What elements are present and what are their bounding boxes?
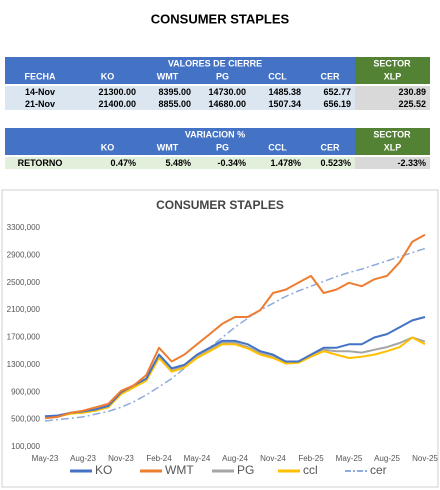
cell: 1507.34 bbox=[268, 99, 301, 109]
cell: -0.34% bbox=[217, 158, 246, 168]
column-header: WMT bbox=[157, 71, 179, 81]
group-header: VARIACION % bbox=[185, 129, 245, 139]
x-tick-label: Aug-23 bbox=[70, 454, 96, 463]
sector-band bbox=[355, 57, 430, 84]
cell: 0.47% bbox=[110, 158, 136, 168]
series-line bbox=[44, 336, 426, 419]
sector-cell bbox=[355, 86, 430, 98]
cell: 230.89 bbox=[398, 87, 426, 97]
series-line bbox=[44, 247, 426, 422]
y-tick-label: 900,000 bbox=[11, 387, 40, 396]
cell: RETORNO bbox=[18, 158, 63, 168]
cell: 14-Nov bbox=[25, 87, 55, 97]
cell: 21300.00 bbox=[98, 87, 136, 97]
sector-cell bbox=[355, 157, 430, 169]
header-band bbox=[5, 128, 355, 155]
y-tick-label: 1300,000 bbox=[7, 360, 41, 369]
y-tick-label: 1700,000 bbox=[7, 333, 41, 342]
cell: 0.523% bbox=[320, 158, 351, 168]
row-band bbox=[5, 86, 355, 98]
column-header: KO bbox=[101, 71, 115, 81]
x-tick-label: Feb-24 bbox=[146, 454, 172, 463]
cell: 21400.00 bbox=[98, 99, 136, 109]
legend-label: KO bbox=[95, 463, 112, 477]
column-header: WMT bbox=[157, 142, 179, 152]
cell: 8855.00 bbox=[158, 99, 191, 109]
cell: 1485.38 bbox=[268, 87, 301, 97]
column-header: FECHA bbox=[25, 71, 56, 81]
column-header: KO bbox=[101, 142, 115, 152]
legend-label: cer bbox=[370, 463, 387, 477]
column-header: CER bbox=[320, 142, 340, 152]
x-tick-label: Nov-24 bbox=[260, 454, 286, 463]
y-tick-label: 2100,000 bbox=[7, 305, 41, 314]
x-tick-label: Aug-25 bbox=[374, 454, 400, 463]
chart-title: CONSUMER STAPLES bbox=[156, 198, 284, 212]
cell: 225.52 bbox=[398, 99, 426, 109]
legend-label: WMT bbox=[165, 463, 194, 477]
column-header: CER bbox=[320, 71, 340, 81]
cell: 656.19 bbox=[323, 99, 351, 109]
series-line bbox=[44, 316, 426, 418]
x-tick-label: May-23 bbox=[32, 454, 59, 463]
x-tick-label: Aug-24 bbox=[222, 454, 248, 463]
x-tick-label: Nov-23 bbox=[108, 454, 134, 463]
group-header: VALORES DE CIERRE bbox=[168, 58, 262, 68]
cell: 5.48% bbox=[165, 158, 191, 168]
legend-label: ccl bbox=[303, 463, 318, 477]
x-tick-label: May-24 bbox=[184, 454, 211, 463]
y-tick-label: 500,000 bbox=[11, 415, 40, 424]
cell: 14730.00 bbox=[208, 87, 246, 97]
cell: 8395.00 bbox=[158, 87, 191, 97]
y-tick-label: 2500,000 bbox=[7, 278, 41, 287]
sector-band bbox=[355, 128, 430, 155]
cell: 14680.00 bbox=[208, 99, 246, 109]
y-tick-label: 100,000 bbox=[11, 442, 40, 451]
cell: -2.33% bbox=[397, 158, 426, 168]
row-band bbox=[5, 98, 355, 110]
x-tick-label: Nov-25 bbox=[412, 454, 438, 463]
header-band bbox=[5, 57, 355, 84]
column-header: CCL bbox=[268, 71, 287, 81]
legend-label: PG bbox=[237, 463, 254, 477]
sector-header: SECTOR bbox=[373, 58, 411, 68]
column-header: CCL bbox=[268, 142, 287, 152]
y-tick-label: 2900,000 bbox=[7, 250, 41, 259]
cell: 21-Nov bbox=[25, 99, 55, 109]
column-header: XLP bbox=[384, 71, 402, 81]
column-header: PG bbox=[216, 71, 229, 81]
sector-cell bbox=[355, 98, 430, 110]
column-header: PG bbox=[216, 142, 229, 152]
y-tick-label: 3300,000 bbox=[7, 223, 41, 232]
sector-header: SECTOR bbox=[373, 129, 411, 139]
x-tick-label: May-25 bbox=[336, 454, 363, 463]
page-title: CONSUMER STAPLES bbox=[151, 11, 290, 26]
x-tick-label: Feb-25 bbox=[298, 454, 324, 463]
series-line bbox=[44, 233, 426, 420]
row-band bbox=[5, 157, 355, 169]
column-header: XLP bbox=[384, 142, 402, 152]
cell: 652.77 bbox=[323, 87, 351, 97]
cell: 1.478% bbox=[270, 158, 301, 168]
